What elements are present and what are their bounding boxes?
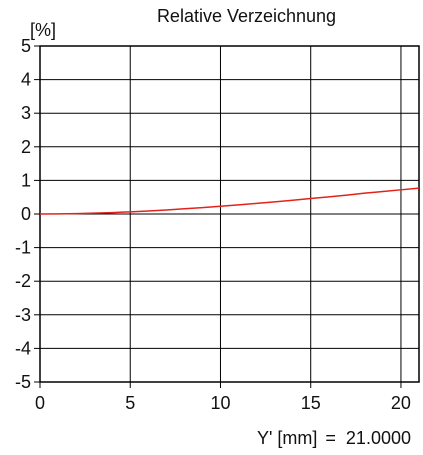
- y-tick-label: -2: [15, 271, 31, 291]
- x-tick-label: 10: [210, 393, 230, 413]
- y-tick-label: -5: [15, 372, 31, 392]
- y-tick-label: 0: [21, 204, 31, 224]
- equals-sign: =: [325, 428, 336, 448]
- field-height-value: 21.0000: [345, 428, 411, 448]
- x-tick-label: 15: [301, 393, 321, 413]
- series-layer: [39, 187, 420, 215]
- y-tick-label: -1: [15, 238, 31, 258]
- chart-title: Relative Verzeichnung: [156, 6, 337, 26]
- y-axis-unit-label: [%]: [30, 20, 57, 40]
- y-tick-label: 2: [21, 137, 31, 157]
- distortion-curve: [39, 187, 420, 215]
- y-tick-label: -4: [15, 338, 31, 358]
- grid-lines: [39, 45, 419, 383]
- y-tick-label: 4: [21, 70, 31, 90]
- y-tick-label: 5: [21, 36, 31, 56]
- y-tick-label: 1: [21, 170, 31, 190]
- field-height-readout: Y' [mm] = 21.0000: [257, 428, 411, 449]
- y-tick-label: -3: [15, 305, 31, 325]
- field-height-label: Y' [mm]: [256, 428, 318, 448]
- y-tick-label: 3: [21, 103, 31, 123]
- x-tick-label: 5: [125, 393, 135, 413]
- x-tick-label: 0: [35, 393, 45, 413]
- x-tick-label: 20: [391, 393, 411, 413]
